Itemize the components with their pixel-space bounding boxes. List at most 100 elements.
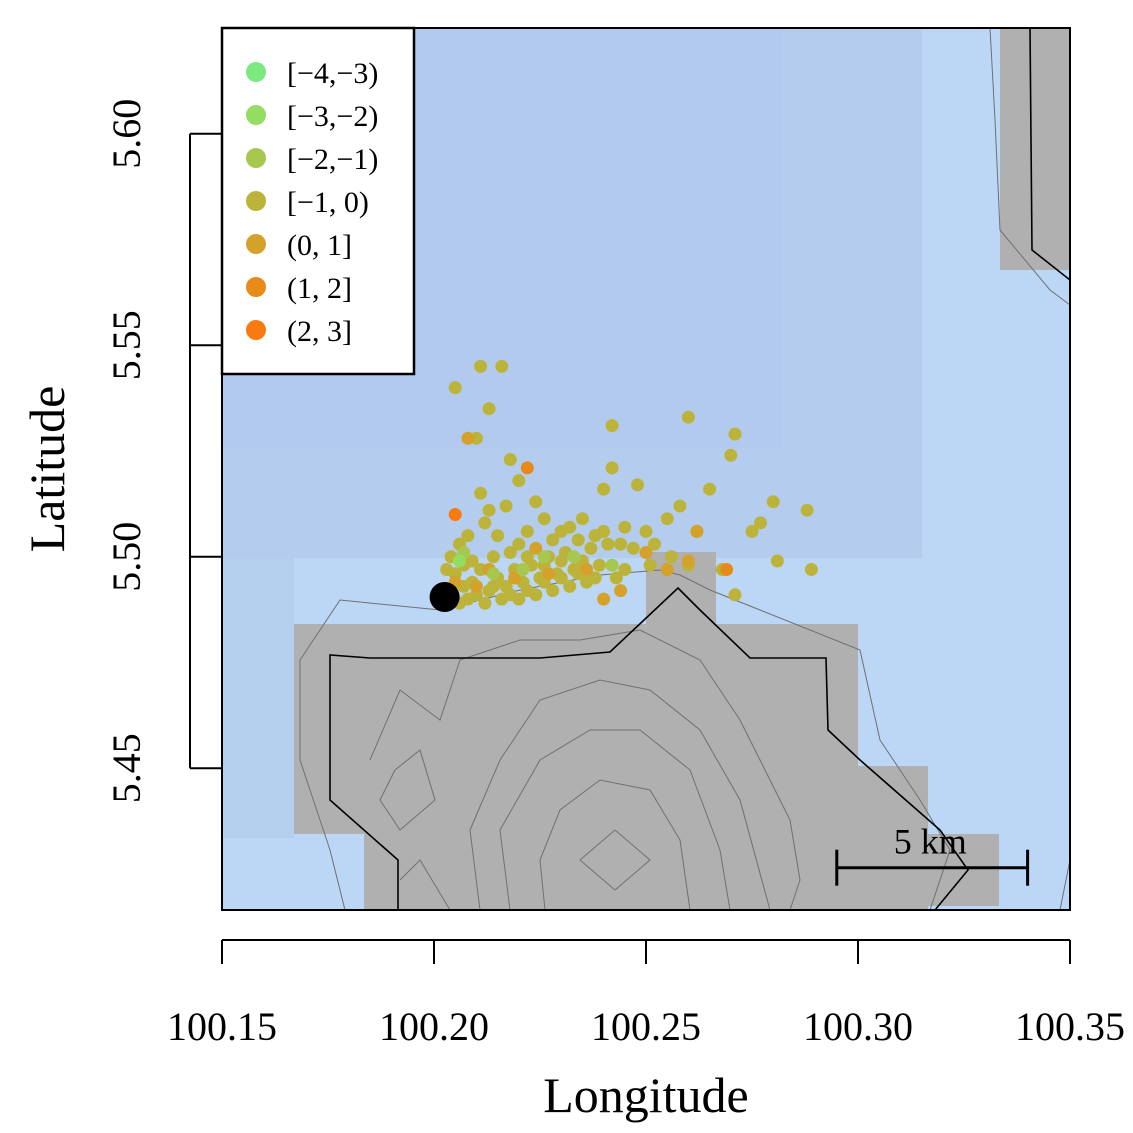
data-point [478, 596, 492, 610]
data-point [512, 537, 526, 551]
data-point [486, 550, 500, 564]
legend-marker [246, 277, 266, 297]
data-point [639, 524, 653, 538]
data-point [720, 563, 734, 576]
data-point [571, 533, 585, 547]
data-point [703, 482, 717, 496]
scatter-points [440, 359, 818, 610]
data-point [728, 588, 742, 602]
data-point [588, 571, 602, 585]
contour-lines-coast [329, 28, 1070, 910]
data-point [486, 567, 500, 581]
data-point [563, 579, 577, 593]
legend-label: [−2,−1) [287, 143, 378, 176]
y-axis-label: Latitude [19, 386, 75, 553]
data-point [800, 503, 814, 517]
data-point [567, 550, 581, 564]
legend-marker [246, 105, 266, 125]
data-point [461, 529, 475, 543]
data-point [648, 537, 661, 551]
data-point [626, 541, 640, 555]
data-point [461, 431, 475, 445]
data-point [770, 554, 784, 568]
data-point [631, 478, 644, 492]
data-point [537, 512, 551, 526]
data-point [503, 588, 517, 602]
data-point [728, 427, 742, 441]
legend-marker [246, 148, 266, 168]
data-point [474, 486, 488, 500]
data-point [584, 541, 598, 555]
land-cells [294, 28, 1070, 910]
x-tick-label: 100.20 [379, 1004, 489, 1049]
data-point [452, 554, 466, 568]
data-point [508, 571, 522, 585]
legend: [−4,−3) [−3,−2) [−2,−1) [−1, 0) (0, 1] (1, 2]… [220, 26, 416, 376]
contour-lines-thin [299, 28, 1070, 910]
y-tick-label: 5.60 [104, 99, 149, 169]
legend-label: [−1, 0) [287, 186, 369, 219]
data-point [469, 579, 483, 593]
data-point [660, 512, 674, 526]
data-point [554, 554, 568, 568]
data-point [537, 550, 551, 564]
data-point [486, 579, 500, 593]
data-point [503, 453, 517, 466]
data-point [618, 520, 632, 534]
legend-label: (1, 2] [287, 272, 352, 305]
data-point [804, 563, 818, 576]
data-point [724, 448, 738, 462]
legend-label: (0, 1] [287, 229, 352, 262]
x-axis-label: Longitude [543, 1067, 749, 1123]
map-background [222, 28, 1070, 910]
scale-bar: 5 km [835, 822, 1030, 886]
data-point [512, 474, 526, 488]
data-point [673, 499, 687, 513]
legend-label: [−3,−2) [287, 100, 378, 133]
data-point [503, 546, 517, 559]
data-point [495, 359, 509, 373]
y-tick-label: 5.50 [104, 522, 149, 592]
data-point [660, 563, 674, 576]
data-point [664, 550, 678, 564]
data-point [516, 563, 530, 576]
data-point [520, 524, 534, 538]
data-point [520, 584, 534, 598]
data-point [597, 482, 611, 496]
data-point [546, 533, 560, 547]
x-tick-label: 100.35 [1015, 1004, 1125, 1049]
data-point [690, 524, 704, 538]
legend-label: [−4,−3) [287, 57, 378, 90]
data-point [554, 524, 568, 538]
legend-label: (2, 3] [287, 315, 352, 348]
data-point [592, 558, 606, 572]
y-tick-label: 5.55 [104, 310, 149, 380]
data-point [614, 537, 628, 551]
data-point [529, 541, 543, 555]
y-tick-label: 5.45 [104, 733, 149, 803]
scale-bar-label: 5 km [894, 822, 967, 862]
data-point [542, 567, 555, 581]
data-point [499, 499, 513, 513]
data-point [529, 495, 543, 509]
data-point [554, 571, 568, 585]
legend-marker [246, 191, 266, 211]
x-axis: 100.15 100.20 100.25 100.30 100.35 [167, 939, 1125, 1049]
data-point [520, 550, 534, 564]
data-point [605, 461, 619, 475]
data-point [681, 554, 695, 568]
data-point [580, 563, 594, 576]
data-point [639, 546, 653, 559]
data-point [609, 571, 623, 585]
data-point [681, 410, 695, 424]
data-point [766, 495, 780, 509]
data-point [618, 563, 632, 576]
x-tick-label: 100.15 [167, 1004, 277, 1049]
data-point [546, 584, 560, 598]
data-point [448, 508, 462, 521]
data-point [745, 524, 759, 538]
data-point [601, 537, 615, 551]
x-tick-label: 100.30 [803, 1004, 913, 1049]
data-point [474, 359, 488, 373]
data-point [448, 381, 462, 395]
